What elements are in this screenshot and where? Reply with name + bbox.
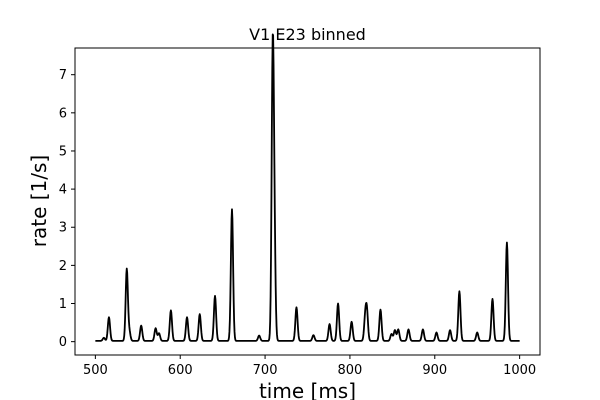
plot-area xyxy=(94,33,521,342)
y-tick-label: 5 xyxy=(59,144,67,159)
x-tick-label: 500 xyxy=(83,363,108,378)
y-tick-label: 1 xyxy=(59,297,67,312)
y-tick-label: 3 xyxy=(59,221,67,236)
x-axis-label: time [ms] xyxy=(259,379,356,400)
x-tick-label: 900 xyxy=(422,363,447,378)
y-tick-label: 4 xyxy=(59,183,67,198)
series-line xyxy=(94,33,521,342)
y-tick-label: 0 xyxy=(59,335,67,350)
x-tick-label: 1000 xyxy=(503,363,536,378)
chart-title: V1 E23 binned xyxy=(249,25,366,44)
x-axis-ticks: 500 600 700 800 900 1000 xyxy=(83,355,536,378)
x-tick-label: 800 xyxy=(338,363,363,378)
y-axis-label: rate [1/s] xyxy=(27,155,51,247)
x-tick-label: 700 xyxy=(253,363,278,378)
y-tick-label: 7 xyxy=(59,68,67,83)
x-tick-label: 600 xyxy=(168,363,193,378)
axes-frame xyxy=(74,47,541,356)
y-tick-label: 6 xyxy=(59,106,67,121)
y-axis-ticks: 0 1 2 3 4 5 6 7 xyxy=(59,68,75,350)
y-tick-label: 2 xyxy=(59,259,67,274)
